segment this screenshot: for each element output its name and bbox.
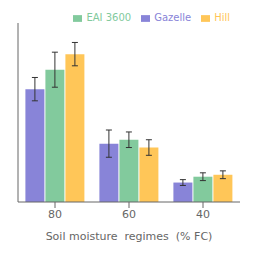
html-text:EAI 3600: EAI 3600 — [86, 12, 132, 23]
svg-text:60: 60 — [122, 208, 136, 221]
svg-text:Soil moisture regimes (% FC): Soil moisture regimes (% FC) — [46, 230, 213, 243]
svg-text:40: 40 — [196, 208, 210, 221]
html-text:Hill: Hill — [214, 12, 230, 23]
html-text:Gazelle: Gazelle — [154, 12, 192, 23]
svg-text:80: 80 — [48, 208, 62, 221]
